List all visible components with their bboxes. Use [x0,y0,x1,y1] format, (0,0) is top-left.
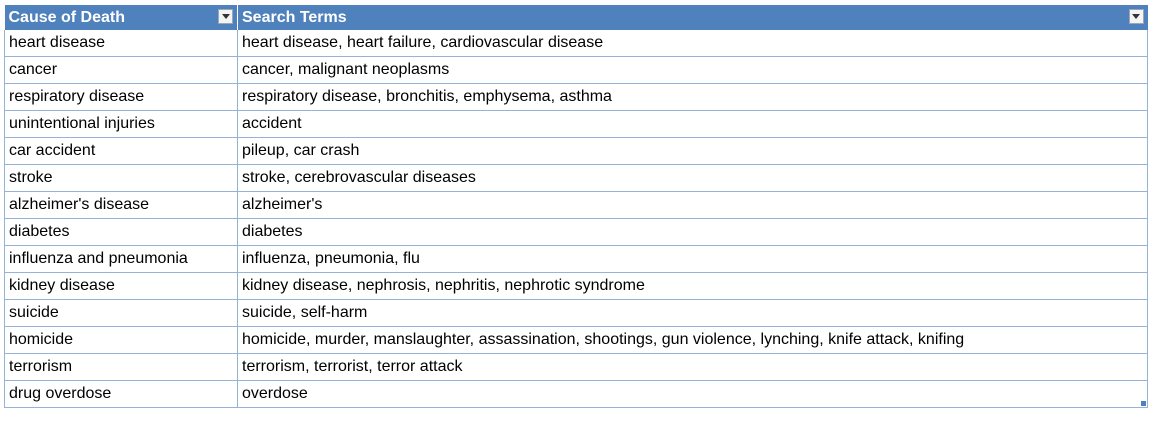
cell-cause[interactable]: suicide [4,299,238,327]
table-row: influenza and pneumonia influenza, pneum… [4,245,1148,273]
table-row: heart disease heart disease, heart failu… [4,30,1148,57]
chevron-down-icon [221,14,230,19]
cell-search-terms[interactable]: cancer, malignant neoplasms [237,56,1148,84]
header-label: Cause of Death [8,8,125,26]
cell-search-terms[interactable]: homicide, murder, manslaughter, assassin… [237,326,1148,354]
header-label: Search Terms [242,8,347,26]
cell-cause[interactable]: terrorism [4,353,238,381]
filter-dropdown-icon[interactable] [218,9,233,24]
cell-search-terms[interactable]: heart disease, heart failure, cardiovasc… [237,30,1148,57]
table-header: Cause of Death Search Terms [4,5,1148,30]
filter-dropdown-icon[interactable] [1128,9,1144,24]
cell-cause[interactable]: influenza and pneumonia [4,245,238,273]
table-row: terrorism terrorism, terrorist, terror a… [4,353,1148,381]
cell-cause[interactable]: car accident [4,137,238,165]
cell-cause[interactable]: respiratory disease [4,83,238,111]
cell-cause[interactable]: unintentional injuries [4,110,238,138]
table-row: car accident pileup, car crash [4,137,1148,165]
cell-cause[interactable]: cancer [4,56,238,84]
cell-search-terms[interactable]: suicide, self-harm [237,299,1148,327]
cell-search-terms[interactable]: alzheimer's [237,191,1148,219]
cell-cause[interactable]: heart disease [4,30,238,57]
cell-search-terms[interactable]: respiratory disease, bronchitis, emphyse… [237,83,1148,111]
table-row: homicide homicide, murder, manslaughter,… [4,326,1148,354]
cell-cause[interactable]: kidney disease [4,272,238,300]
table-row: cancer cancer, malignant neoplasms [4,56,1148,84]
table-row: kidney disease kidney disease, nephrosis… [4,272,1148,300]
causes-table: Cause of Death Search Terms heart diseas… [4,5,1148,408]
cell-search-terms[interactable]: terrorism, terrorist, terror attack [237,353,1148,381]
cell-search-terms[interactable]: stroke, cerebrovascular diseases [237,164,1148,192]
header-cell-cause-of-death[interactable]: Cause of Death [4,5,238,30]
table-row: suicide suicide, self-harm [4,299,1148,327]
table-row: stroke stroke, cerebrovascular diseases [4,164,1148,192]
table-row: drug overdose overdose [4,380,1148,408]
cell-cause[interactable]: stroke [4,164,238,192]
table-row: alzheimer's disease alzheimer's [4,191,1148,219]
header-row: Cause of Death Search Terms [4,5,1148,30]
table-body: heart disease heart disease, heart failu… [4,30,1148,408]
cell-search-terms[interactable]: influenza, pneumonia, flu [237,245,1148,273]
table-row: diabetes diabetes [4,218,1148,246]
cell-search-terms[interactable]: pileup, car crash [237,137,1148,165]
cell-cause[interactable]: drug overdose [4,380,238,408]
cell-search-terms[interactable]: accident [237,110,1148,138]
cell-cause[interactable]: homicide [4,326,238,354]
table-resize-handle[interactable] [1141,401,1146,406]
cell-cause[interactable]: alzheimer's disease [4,191,238,219]
cell-search-terms[interactable]: kidney disease, nephrosis, nephritis, ne… [237,272,1148,300]
chevron-down-icon [1132,14,1140,19]
header-cell-search-terms[interactable]: Search Terms [237,5,1148,30]
table-row: respiratory disease respiratory disease,… [4,83,1148,111]
cell-search-terms[interactable]: diabetes [237,218,1148,246]
cell-search-terms[interactable]: overdose [237,380,1148,408]
table-row: unintentional injuries accident [4,110,1148,138]
excel-table: Cause of Death Search Terms heart diseas… [4,5,1148,408]
cell-cause[interactable]: diabetes [4,218,238,246]
